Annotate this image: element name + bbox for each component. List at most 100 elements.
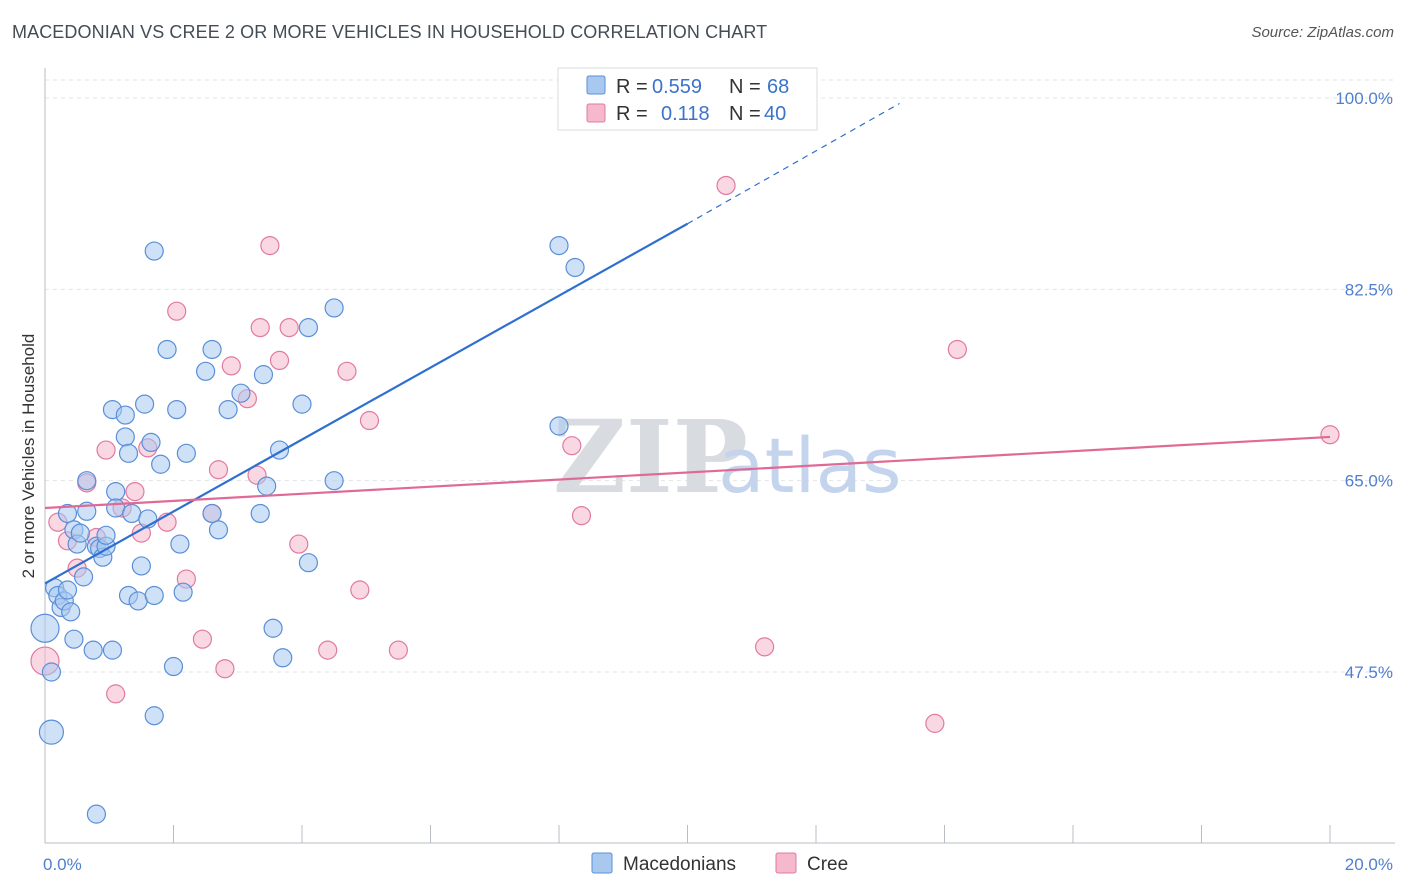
data-point [279,318,299,338]
data-point [102,640,123,660]
data-point [359,410,380,431]
data-point [83,640,103,660]
data-point [202,503,222,524]
data-point [106,684,126,704]
legend-r-value-blue: 0.559 [652,76,702,98]
y-tick-label: 47.5% [1345,663,1393,682]
x-axis-ticks [44,825,1331,843]
data-point [73,567,94,587]
y-tick-label: 100.0% [1335,89,1393,108]
data-point [565,257,585,278]
source-credit: Source: ZipAtlas.com [1251,24,1394,41]
data-point [298,553,319,573]
data-point [231,383,251,403]
data-point [289,534,309,554]
data-point [157,339,177,360]
data-point [134,394,155,414]
data-point [122,503,142,524]
x-tick-min: 0.0% [43,855,82,874]
bottom-legend-cree: Cree [807,854,848,875]
data-point [96,440,116,460]
data-point [192,629,213,649]
data-point [115,427,135,447]
data-point [86,804,107,824]
data-point [128,591,148,611]
legend-n-label-blue: N = [729,76,761,98]
series-legend: Macedonians Cree [591,852,848,875]
legend-n-value-blue: 68 [767,76,789,98]
legend-r-label-blue: R = [616,76,648,98]
y-tick-labels: 47.5% 65.0% 82.5% 100.0% [1335,89,1393,682]
data-point [151,454,171,474]
data-point [163,656,184,677]
data-point [298,318,319,338]
macedonian-points [30,236,585,824]
data-point [549,236,569,256]
data-point [925,713,945,733]
data-point [388,640,408,660]
data-point [273,648,293,668]
data-point [208,520,229,540]
data-point [350,580,370,600]
data-point [208,460,229,480]
data-point [144,241,164,261]
data-point [250,503,270,524]
data-point [70,523,90,543]
data-point [324,298,344,318]
data-point [170,534,190,554]
data-point [30,613,60,643]
legend-r-value-pink: 0.118 [661,103,710,125]
data-point [318,640,338,660]
data-point [106,482,126,502]
data-point [260,236,280,256]
legend-n-label-pink: N = [729,103,761,125]
stats-legend: R = 0.559 N = 68 R = 0.118 N = 40 [557,67,818,131]
data-point [41,662,62,682]
data-point [167,400,187,420]
data-point [292,394,312,414]
data-point [141,432,161,452]
bottom-swatch-cree [775,852,797,874]
data-point [57,580,78,600]
trend-lines [44,102,1331,585]
macedonian-swatch [586,75,606,95]
data-point [77,471,97,491]
data-point [716,175,736,196]
cree-trend-line [44,435,1331,510]
watermark-zip: ZIP [553,398,748,516]
data-point [57,503,78,524]
y-tick-label: 82.5% [1345,280,1393,299]
macedonian-trend-line [44,222,689,585]
data-point [173,582,193,602]
data-point [562,436,582,456]
data-point [202,339,222,360]
macedonian-trend-extension [687,102,900,225]
data-point [118,443,139,463]
data-point [131,556,151,576]
x-tick-max: 20.0% [1345,855,1393,874]
data-point [38,719,65,745]
data-point [176,443,196,463]
bottom-swatch-macedonians [591,852,613,874]
data-point [61,602,81,622]
data-point [144,585,164,606]
data-point [96,525,116,545]
data-point [221,356,241,376]
data-point [257,476,277,496]
data-point [324,471,344,491]
data-point [549,416,569,436]
y-tick-label: 65.0% [1345,472,1393,491]
data-point [144,706,164,726]
data-point [218,400,238,420]
legend-r-label-pink: R = [616,103,648,125]
bottom-legend-macedonians: Macedonians [623,854,736,875]
cree-swatch [586,103,606,123]
chart-title: MACEDONIAN VS CREE 2 OR MORE VEHICLES IN… [12,22,768,42]
data-point [215,659,235,679]
gridlines [45,79,1395,673]
data-point [167,301,187,321]
data-point [947,339,967,360]
data-point [269,350,290,370]
data-point [250,318,270,338]
